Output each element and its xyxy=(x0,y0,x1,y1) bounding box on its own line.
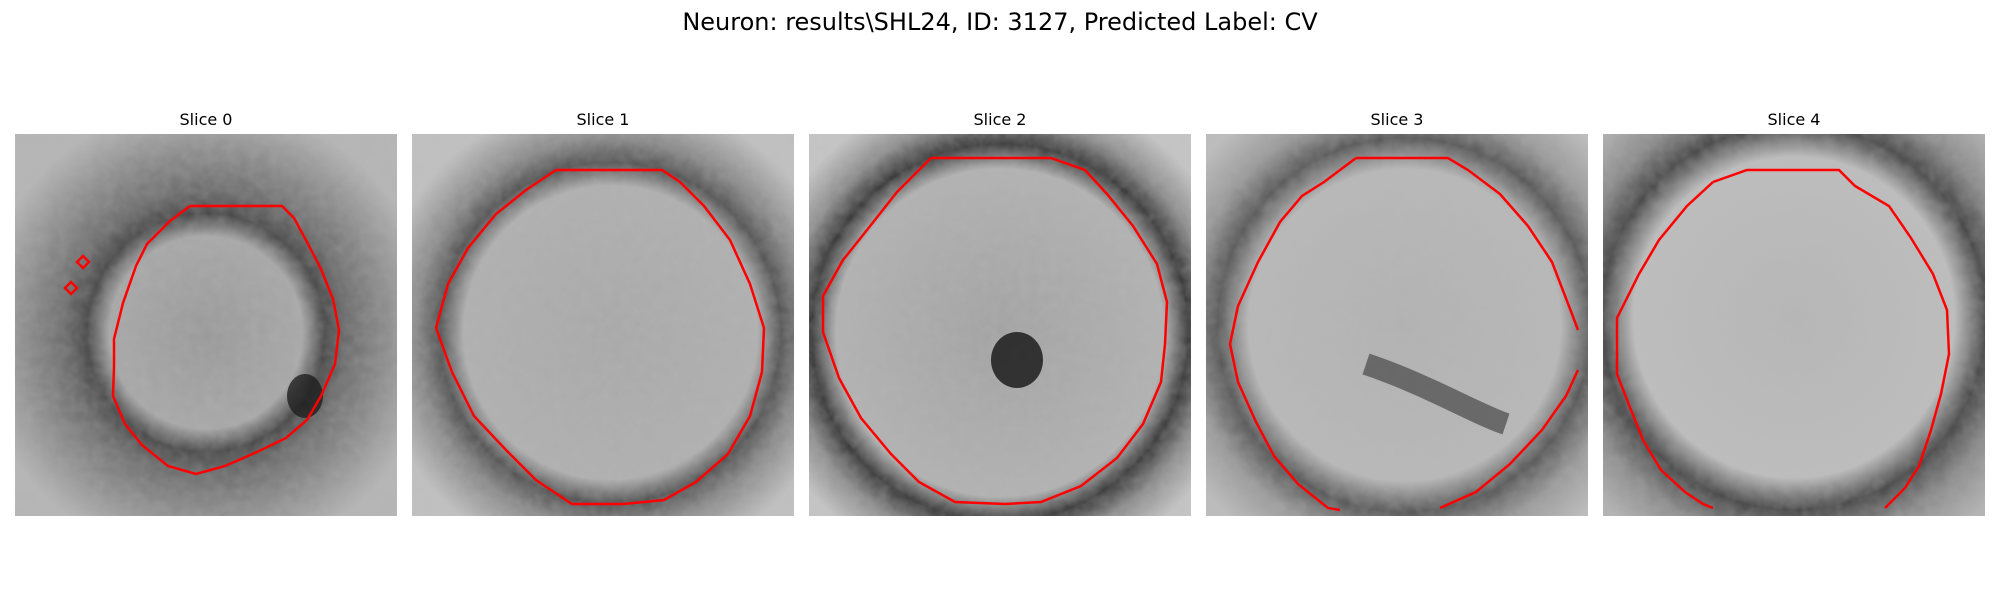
slice-4-title: Slice 4 xyxy=(1767,110,1821,129)
slice-3-dark-band xyxy=(1362,353,1510,435)
slice-1-texture xyxy=(412,134,794,516)
slice-2-image xyxy=(809,134,1191,516)
slice-3-contour-lower-right xyxy=(1439,369,1580,510)
slice-0-contour xyxy=(111,204,341,476)
slice-1-contour xyxy=(434,168,766,506)
slice-1-image xyxy=(412,134,794,516)
slice-0-image xyxy=(15,134,397,516)
slice-2-title: Slice 2 xyxy=(973,110,1027,129)
slice-2-texture xyxy=(809,134,1191,516)
figure-title: Neuron: results\SHL24, ID: 3127, Predict… xyxy=(682,8,1318,36)
slice-0-dark-spot xyxy=(287,374,323,418)
slice-2-dark-spot xyxy=(991,332,1043,388)
slice-0-contour-fragments xyxy=(63,254,91,296)
slice-0-title: Slice 0 xyxy=(179,110,233,129)
slice-3-contour-left xyxy=(1228,157,1357,512)
slice-4-texture xyxy=(1603,134,1985,516)
slice-0-texture xyxy=(15,134,397,516)
slice-3-title: Slice 3 xyxy=(1370,110,1424,129)
slice-4-contour-right xyxy=(1712,168,1951,509)
slice-3-texture xyxy=(1206,134,1588,516)
slice-4-image xyxy=(1603,134,1985,516)
slice-3-image xyxy=(1206,134,1588,516)
slice-4-contour-left xyxy=(1615,181,1714,510)
slice-1-title: Slice 1 xyxy=(576,110,630,129)
slice-2-contour xyxy=(821,156,1169,506)
slice-3-contour-upper xyxy=(1356,156,1580,331)
